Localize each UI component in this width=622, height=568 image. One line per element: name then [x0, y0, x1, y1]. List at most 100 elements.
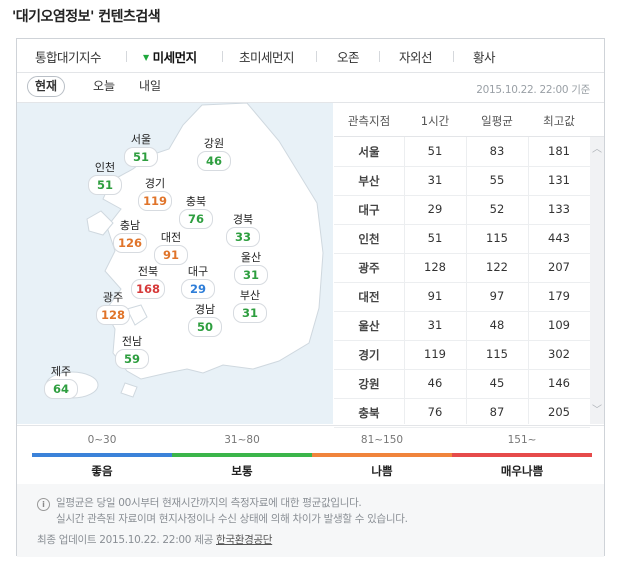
map-region-gyeonggi[interactable]: 경기 119 [130, 177, 180, 211]
value-1hour: 31 [427, 318, 443, 332]
header-daily-avg: 일평균 [481, 114, 513, 128]
station-name: 경기 [358, 348, 380, 362]
table-row: 대구 29 52 133 [334, 195, 590, 225]
station-name: 대전 [358, 290, 380, 304]
map-region-daegu[interactable]: 대구 29 [173, 265, 223, 299]
legend-range: 81~150 [360, 434, 404, 446]
legend-label: 좋음 [91, 464, 113, 478]
region-name: 경북 [232, 213, 254, 226]
region-name: 인천 [94, 161, 116, 174]
map-region-jeju[interactable]: 제주 64 [36, 365, 86, 399]
header-station: 관측지점 [347, 114, 391, 128]
value-max: 443 [548, 231, 570, 245]
value-max: 133 [548, 202, 570, 216]
map-region-incheon[interactable]: 인천 51 [80, 161, 130, 195]
time-now-button[interactable]: 현재 [27, 76, 66, 97]
map-region-gyeongbuk[interactable]: 경북 33 [218, 213, 268, 247]
tab-fine-dust[interactable]: ▼ 미세먼지 [143, 47, 197, 66]
region-name: 대구 [187, 265, 209, 278]
tab-uv[interactable]: 자외선 [399, 50, 433, 65]
region-name: 제주 [50, 365, 72, 378]
map-region-seoul[interactable]: 서울 51 [116, 133, 166, 167]
value-daily-avg: 122 [486, 260, 508, 274]
value-1hour: 119 [424, 347, 446, 361]
legend-bar [172, 453, 312, 457]
value-max: 205 [548, 405, 570, 419]
table-row: 강원 46 45 146 [334, 369, 590, 399]
tab-divider [126, 51, 127, 62]
region-value: 59 [115, 349, 149, 369]
time-tomorrow-button[interactable]: 내일 [139, 79, 162, 93]
map-region-jeonbuk[interactable]: 전북 168 [123, 265, 173, 299]
tab-ozone[interactable]: 오존 [337, 50, 360, 65]
value-daily-avg: 45 [489, 376, 505, 390]
region-value: 51 [88, 175, 122, 195]
map-region-chungnam[interactable]: 충남 126 [105, 219, 155, 253]
map-region-ulsan[interactable]: 울산 31 [226, 251, 276, 285]
map-region-chungbuk[interactable]: 충북 76 [171, 195, 221, 229]
header-max: 최고값 [543, 114, 575, 128]
value-max: 109 [548, 318, 570, 332]
region-value: 91 [154, 245, 188, 265]
region-name: 경남 [194, 303, 216, 316]
legend-good: 0~30 좋음 [32, 434, 172, 479]
tab-divider [379, 51, 380, 62]
time-today-button[interactable]: 오늘 [93, 79, 116, 93]
map-region-jeonnam[interactable]: 전남 59 [107, 335, 157, 369]
map-region-daejeon[interactable]: 대전 91 [146, 231, 196, 265]
value-daily-avg: 97 [489, 289, 505, 303]
region-value: 64 [44, 379, 78, 399]
legend-range: 0~30 [87, 434, 117, 446]
region-name: 충북 [185, 195, 207, 208]
tab-yellow-dust[interactable]: 황사 [473, 50, 496, 65]
updated-text: 최종 업데이트 2015.10.22. 22:00 제공 [37, 534, 213, 546]
station-table: 관측지점 1시간 일평균 최고값 서울 51 83 181 부산 31 55 131 대구 29 5… [334, 103, 604, 428]
value-daily-avg: 115 [486, 231, 508, 245]
legend-bad: 81~150 나쁨 [312, 434, 452, 479]
note-realtime: 실시간 관측된 자료이며 현지사정이나 수신 상태에 의해 차이가 발생할 수 … [56, 513, 408, 525]
region-name: 경기 [144, 177, 166, 190]
map-region-gangwon[interactable]: 강원 46 [189, 137, 239, 171]
region-name: 충남 [119, 219, 141, 232]
tab-divider [316, 51, 317, 62]
value-daily-avg: 52 [489, 202, 505, 216]
region-value: 168 [130, 279, 165, 299]
region-name: 강원 [203, 137, 225, 150]
value-daily-avg: 48 [489, 318, 505, 332]
table-scrollbar[interactable]: ︿ ﹀ [590, 137, 604, 424]
table-header: 관측지점 1시간 일평균 최고값 [334, 103, 604, 137]
station-name: 충북 [358, 406, 380, 420]
scrollbar-track[interactable] [592, 167, 602, 383]
legend-range: 151~ [507, 434, 537, 446]
value-1hour: 51 [427, 144, 443, 158]
provider-link[interactable]: 한국환경공단 [216, 534, 273, 546]
value-max: 179 [548, 289, 570, 303]
table-row: 부산 31 55 131 [334, 166, 590, 196]
value-daily-avg: 87 [489, 405, 505, 419]
chevron-up-icon[interactable]: ︿ [592, 144, 602, 155]
note-updated: 최종 업데이트 2015.10.22. 22:00 제공 한국환경공단 [37, 532, 272, 547]
map-region-busan[interactable]: 부산 31 [225, 289, 275, 323]
station-name: 광주 [358, 261, 380, 275]
table-row: 인천 51 115 443 [334, 224, 590, 254]
legend-range: 31~80 [224, 434, 260, 446]
region-value: 31 [233, 303, 267, 323]
region-name: 전북 [137, 265, 159, 278]
value-1hour: 51 [427, 231, 443, 245]
chevron-down-icon[interactable]: ﹀ [592, 405, 602, 416]
legend-label: 보통 [231, 464, 253, 478]
legend-bar [32, 453, 172, 457]
value-max: 302 [548, 347, 570, 361]
station-name: 강원 [358, 377, 380, 391]
map-region-gwangju[interactable]: 광주 128 [88, 291, 138, 325]
station-name: 인천 [358, 232, 380, 246]
info-icon: i [37, 498, 50, 511]
tab-ultrafine-dust[interactable]: 초미세먼지 [239, 50, 295, 65]
tab-integrated-index[interactable]: 통합대기지수 [35, 50, 102, 65]
region-name: 부산 [239, 289, 261, 302]
pollutant-tabs: 통합대기지수 ▼ 미세먼지 초미세먼지 오존 자외선 황사 [17, 39, 604, 73]
value-daily-avg: 83 [489, 144, 505, 158]
time-selector: 현재 오늘 내일 2015.10.22. 22:00 기준 [17, 73, 604, 103]
table-row: 울산 31 48 109 [334, 311, 590, 341]
map-region-gyeongnam[interactable]: 경남 50 [180, 303, 230, 337]
